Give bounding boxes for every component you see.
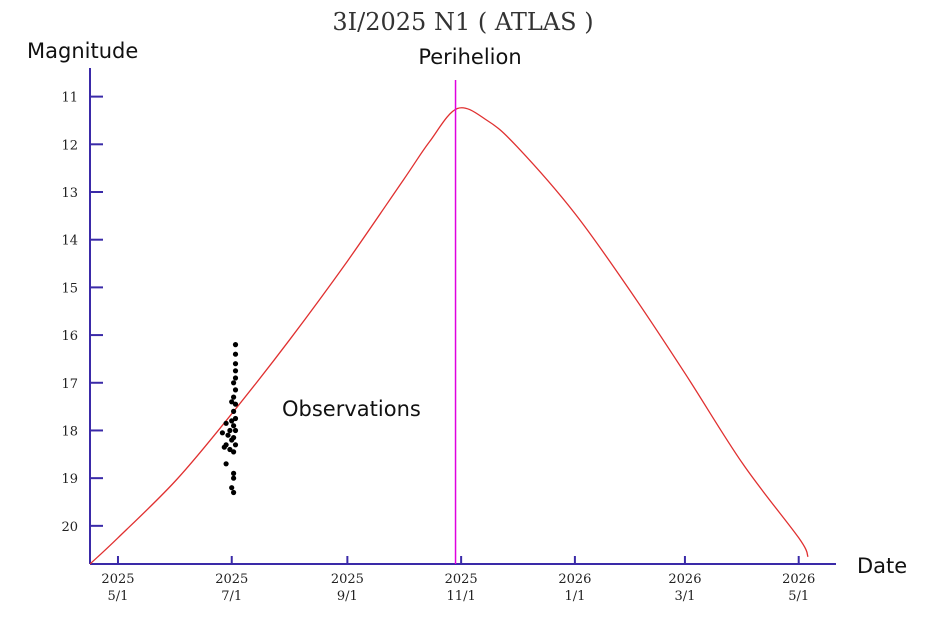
observation-point: [232, 401, 239, 407]
observations-label: Observations: [282, 397, 421, 421]
x-ticks: 2025 5/1 2025 7/1 2025 9/1 2025 11/1 2026 1/1 2026…: [101, 556, 815, 604]
x-tick-year: 2025: [331, 572, 364, 587]
observation-point: [223, 461, 229, 467]
y-tick-label: 19: [61, 472, 78, 487]
x-tick-date: 1/1: [564, 589, 585, 604]
y-tick-label: 15: [61, 281, 78, 296]
y-tick-label: 17: [61, 377, 78, 392]
observation-point: [232, 361, 239, 367]
predicted-curve-group: [89, 107, 809, 565]
x-tick-date: 3/1: [674, 589, 695, 604]
y-tick-label: 20: [61, 520, 78, 535]
x-tick-date: 5/1: [788, 589, 809, 604]
x-axis-label: Date: [857, 554, 907, 578]
x-tick-date: 7/1: [221, 589, 242, 604]
observation-point: [231, 475, 237, 481]
observation-point: [219, 430, 225, 436]
observation-point: [231, 380, 237, 386]
observation-point: [232, 387, 239, 393]
observation-point: [221, 444, 227, 450]
predicted-magnitude-curve: [89, 107, 809, 565]
x-tick-year: 2026: [558, 572, 591, 587]
perihelion-label: Perihelion: [418, 45, 521, 69]
y-tick-label: 18: [61, 424, 78, 439]
observation-point: [232, 415, 239, 422]
x-tick-date: 9/1: [337, 589, 358, 604]
observation-point: [227, 446, 233, 453]
observation-point: [229, 485, 235, 491]
observation-point: [231, 408, 237, 414]
observation-point: [231, 394, 237, 400]
observation-point: [229, 418, 235, 424]
observation-point: [232, 342, 239, 348]
observations-group: [219, 342, 239, 496]
observation-point: [223, 420, 229, 426]
y-tick-label: 14: [61, 234, 78, 249]
observation-point: [231, 470, 237, 476]
observation-point: [231, 489, 237, 496]
x-tick-year: 2025: [101, 572, 134, 587]
y-ticks: 11 12 13 14 15 16 17 18 19 20: [61, 91, 103, 535]
axes: [89, 68, 836, 565]
chart-title: 3I/2025 N1 ( ATLAS ): [332, 8, 593, 36]
y-tick-label: 16: [61, 329, 78, 344]
observation-point: [229, 437, 235, 443]
observation-point: [231, 449, 237, 455]
observation-point: [227, 427, 233, 434]
y-tick-label: 11: [61, 91, 78, 106]
y-tick-label: 13: [61, 186, 78, 201]
x-tick-date: 5/1: [108, 589, 129, 604]
observation-point: [232, 351, 239, 357]
y-tick-label: 12: [61, 138, 78, 153]
observation-point: [229, 399, 235, 405]
observation-point: [232, 442, 239, 448]
x-tick-date: 11/1: [447, 589, 476, 604]
observation-point: [232, 427, 239, 434]
x-tick-year: 2026: [668, 572, 701, 587]
x-tick-year: 2025: [445, 572, 478, 587]
observation-point: [232, 368, 239, 374]
y-axis-label: Magnitude: [27, 39, 138, 63]
observation-point: [232, 375, 239, 381]
observation-point: [231, 423, 237, 429]
x-tick-year: 2026: [782, 572, 815, 587]
x-tick-year: 2025: [215, 572, 248, 587]
observation-point: [225, 432, 231, 438]
